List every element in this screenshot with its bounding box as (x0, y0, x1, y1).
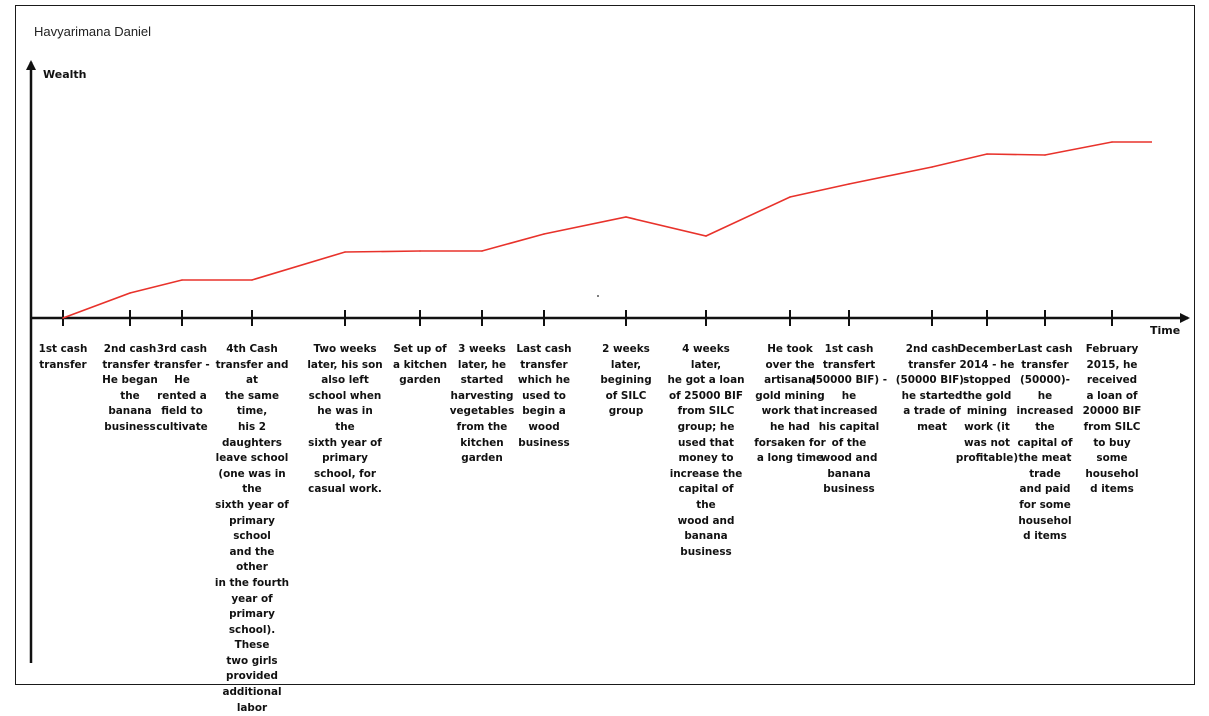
data-point (251, 279, 253, 281)
data-point (481, 250, 483, 252)
event-label: 2 weeks later, begining of SILC group (600, 343, 652, 418)
x-axis-label: Time (1150, 324, 1180, 337)
chart-title: Havyarimana Daniel (34, 24, 152, 39)
data-point (705, 235, 707, 237)
data-point (181, 279, 183, 281)
timeline-chart: Wealth Time (26, 60, 1190, 663)
event-label: 1st cash transfer (38, 343, 88, 371)
data-point (625, 216, 627, 218)
data-point (789, 196, 791, 198)
event-label: Last cash transfer which he used to begi… (516, 343, 572, 449)
event-label: 3 weeks later, he started harvesting veg… (449, 343, 515, 465)
event-label: Two weeks later, his son also left schoo… (307, 343, 383, 496)
data-point (1111, 141, 1113, 143)
event-labels: 1st cash transfer 2nd cash transfer - He … (38, 343, 1142, 714)
event-label: 4th Cash transfer and at the same time, … (214, 343, 290, 714)
event-label: 2nd cash transfer - He began the banana … (102, 343, 158, 433)
stray-dot (597, 295, 599, 297)
event-label: Last cash transfer (50000)- he increased… (1016, 343, 1074, 543)
data-point (62, 317, 64, 319)
event-label: He took over the artisanal gold mining w… (754, 343, 826, 465)
data-point (1044, 154, 1046, 156)
event-label: 2nd cash transfer (50000 BIF)- he starte… (895, 343, 969, 433)
event-label: December 2014 - he stopped the gold mini… (955, 343, 1019, 465)
data-point (129, 292, 131, 294)
data-point (848, 183, 850, 185)
data-point (419, 250, 421, 252)
data-point (931, 166, 933, 168)
event-label: February 2015, he received a loan of 200… (1082, 343, 1142, 496)
y-axis-label: Wealth (43, 68, 86, 81)
data-point (344, 251, 346, 253)
event-label: 4 weeks later, he got a loan of 25000 BI… (667, 343, 745, 558)
data-point (543, 233, 545, 235)
event-label: 1st cash transfert (50000 BIF) - he incr… (810, 343, 888, 496)
event-label: Set up of a kitchen garden (392, 343, 448, 387)
event-label: 3rd cash transfer - He rented a field to… (154, 343, 210, 433)
data-point (986, 153, 988, 155)
